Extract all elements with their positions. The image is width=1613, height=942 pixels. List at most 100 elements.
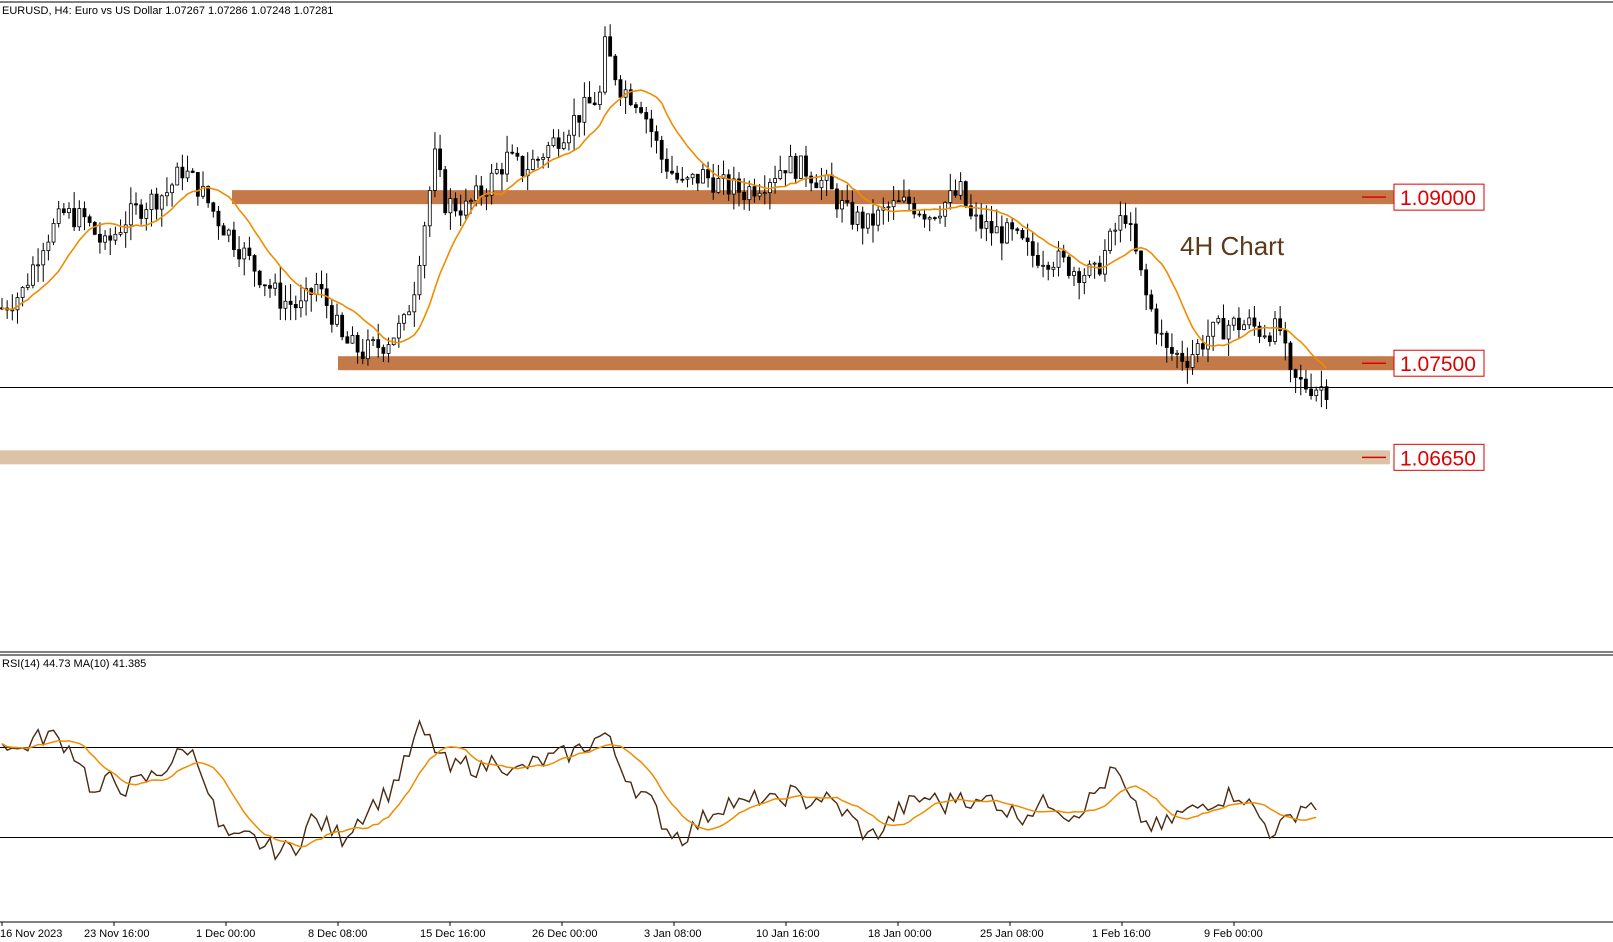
candle-body xyxy=(31,264,35,286)
candle-body xyxy=(1180,352,1185,362)
candle-body xyxy=(41,250,46,266)
candle-body xyxy=(288,300,293,305)
candle-body xyxy=(613,55,618,81)
candle-body xyxy=(680,178,685,181)
candle-body xyxy=(453,198,458,212)
candle-body xyxy=(1061,250,1066,258)
zone-1.07500 xyxy=(338,356,1400,371)
candle-body xyxy=(257,270,262,286)
candle-body xyxy=(1221,318,1226,340)
candle-body xyxy=(1237,317,1241,330)
candle-body xyxy=(1139,250,1143,271)
symbol-header: EURUSD, H4: Euro vs US Dollar 1.07267 1.… xyxy=(2,5,333,17)
x-axis-ticks: 16 Nov 2023 23 Nov 16:00 1 Dec 00:00 8 Dec … xyxy=(0,922,1263,940)
level-label: 1.07500 xyxy=(1400,353,1476,376)
candle-body xyxy=(154,193,159,210)
candle-body xyxy=(1304,378,1308,390)
candle-body xyxy=(969,205,973,217)
candle-body xyxy=(268,285,272,289)
candle-body xyxy=(237,249,241,260)
candle-body xyxy=(82,208,87,218)
level-label: 1.06650 xyxy=(1400,447,1476,470)
rsi-line xyxy=(1,719,1317,861)
candle-body xyxy=(1257,325,1262,337)
candle-body xyxy=(1103,250,1107,275)
candle-body xyxy=(299,300,303,309)
x-tick-label: 8 Dec 08:00 xyxy=(308,928,367,940)
candle-body xyxy=(1113,229,1118,232)
candle-body xyxy=(247,247,252,256)
candle-body xyxy=(402,314,406,324)
candle-body xyxy=(474,185,479,201)
candle-body xyxy=(932,217,937,220)
candle-body xyxy=(974,214,978,217)
candle-body xyxy=(123,224,128,234)
candle-body xyxy=(670,170,674,174)
candle-body xyxy=(907,196,911,204)
candle-body xyxy=(984,221,989,229)
candle-body xyxy=(1262,335,1267,338)
candle-body xyxy=(757,192,762,197)
candle-body xyxy=(695,173,700,184)
level-label: 1.09000 xyxy=(1400,187,1476,210)
level-box xyxy=(1393,183,1485,211)
candle-body xyxy=(67,208,71,214)
candle-body xyxy=(1185,360,1190,368)
candle-body xyxy=(242,247,247,260)
candle-body xyxy=(211,202,216,212)
candle-body xyxy=(273,282,278,289)
candle-body xyxy=(644,112,649,120)
candle-body xyxy=(556,137,561,149)
candle-body xyxy=(463,200,468,216)
candle-body xyxy=(314,283,319,295)
candle-body xyxy=(608,36,613,57)
candle-body xyxy=(603,36,607,93)
candle-body xyxy=(1288,342,1293,371)
x-tick-label: 16 Nov 2023 xyxy=(0,928,62,940)
candle-body xyxy=(128,203,133,226)
candle-body xyxy=(793,155,798,179)
candle-body xyxy=(87,216,92,223)
candle-body xyxy=(742,191,747,201)
candle-body xyxy=(293,304,298,309)
candle-body xyxy=(871,213,875,226)
candle-body xyxy=(530,158,535,170)
candle-body xyxy=(494,169,499,174)
level-labels-group: 1.09000 1.07500 1.06650 xyxy=(1362,183,1485,471)
candle-body xyxy=(221,225,226,236)
candle-body xyxy=(902,196,906,202)
candle-body xyxy=(953,190,958,196)
candle-body xyxy=(232,229,236,250)
candle-body xyxy=(1025,237,1030,243)
candles-group xyxy=(0,24,1329,410)
candle-body xyxy=(201,185,205,197)
candle-body xyxy=(77,208,82,228)
candle-body xyxy=(737,178,741,193)
candle-body xyxy=(1005,222,1009,244)
candle-body xyxy=(731,178,736,195)
candle-body xyxy=(283,300,288,309)
candle-body xyxy=(819,179,824,189)
candle-body xyxy=(1118,215,1123,231)
candle-body xyxy=(1046,264,1051,270)
candle-body xyxy=(1164,332,1169,348)
candle-body xyxy=(850,201,855,225)
candle-body xyxy=(427,190,432,227)
candle-body xyxy=(190,170,195,173)
candle-body xyxy=(278,282,283,309)
candle-body xyxy=(170,184,174,194)
candle-body xyxy=(139,204,144,219)
candle-body xyxy=(350,335,355,344)
candle-body xyxy=(1293,369,1298,378)
candle-body xyxy=(958,181,963,196)
candle-body xyxy=(1149,294,1154,310)
candle-body xyxy=(979,214,984,229)
candle-body xyxy=(448,198,453,214)
sr-zones xyxy=(0,190,1400,465)
candle-body xyxy=(1066,256,1071,276)
candle-body xyxy=(798,155,803,179)
candle-body xyxy=(113,233,118,241)
x-tick-label: 23 Nov 16:00 xyxy=(84,928,149,940)
candle-body xyxy=(149,193,154,211)
candle-body xyxy=(1200,343,1205,350)
